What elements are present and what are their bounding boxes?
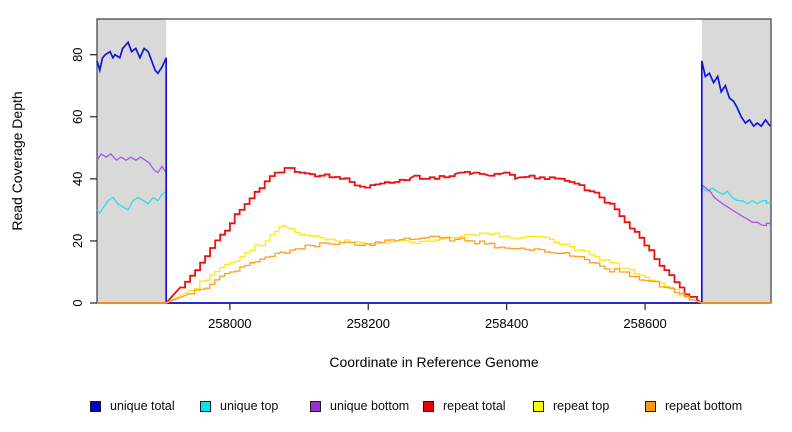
y-tick-label: 0 [70,299,85,306]
legend-label: repeat total [443,399,506,413]
repeat-top-swatch-icon [533,400,544,412]
y-tick-label: 60 [70,110,85,124]
unique-top-swatch-icon [200,400,211,412]
axes: 258000 258200 258400 258600 0 20 40 60 80 [70,47,667,331]
x-tick-label: 258000 [208,316,251,331]
plot-box [96,18,772,304]
x-tick-label: 258600 [623,316,666,331]
y-tick-label: 80 [70,47,85,61]
shaded-flank-band [97,19,167,303]
legend-label: unique total [110,399,175,413]
repeat-bottom-swatch-icon [645,400,656,412]
shaded-flank-band [701,19,771,303]
x-tick-label: 258400 [485,316,528,331]
plot-frame [96,18,772,304]
unique-total-swatch-icon [90,400,101,412]
series-line-repeat-bottom [97,235,771,304]
series-line-repeat-top [97,224,771,304]
y-tick-label: 40 [70,172,85,186]
series-line-unique-bottom [96,153,771,304]
series-lines [96,40,771,304]
x-tick-label: 258200 [347,316,390,331]
legend: unique total unique top unique bottom re… [0,397,792,417]
legend-label: repeat top [553,399,610,413]
legend-label: repeat bottom [665,399,743,413]
y-axis-title: Read Coverage Depth [9,91,25,230]
repeat-total-swatch-icon [423,400,434,412]
legend-item-repeat-top: repeat top [533,397,609,415]
unique-bottom-swatch-icon [310,400,321,412]
legend-item-repeat-bottom: repeat bottom [645,397,742,415]
legend-label: unique top [220,399,279,413]
legend-item-repeat-total: repeat total [423,397,506,415]
y-tick-label: 20 [70,234,85,248]
shaded-flank-bands [97,19,771,303]
legend-label: unique bottom [330,399,410,413]
legend-item-unique-top: unique top [200,397,278,415]
x-axis-title: Coordinate in Reference Genome [329,354,539,370]
series-line-unique-total [96,40,771,304]
legend-item-unique-bottom: unique bottom [310,397,409,415]
legend-item-unique-total: unique total [90,397,175,415]
series-line-repeat-total [97,167,771,304]
